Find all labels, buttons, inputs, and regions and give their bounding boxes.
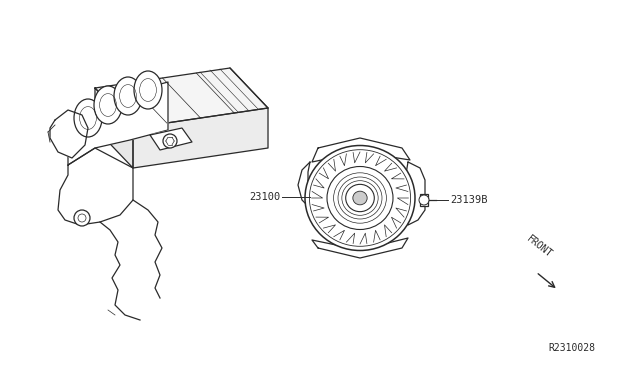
Circle shape	[419, 195, 429, 205]
Polygon shape	[58, 148, 133, 225]
Ellipse shape	[94, 86, 122, 124]
Polygon shape	[150, 128, 192, 150]
Circle shape	[163, 134, 177, 148]
Text: 23139B: 23139B	[450, 195, 488, 205]
Circle shape	[74, 210, 90, 226]
Ellipse shape	[74, 99, 102, 137]
Text: 23100: 23100	[249, 192, 280, 202]
Ellipse shape	[114, 77, 142, 115]
Polygon shape	[50, 110, 88, 158]
Polygon shape	[312, 238, 408, 258]
Ellipse shape	[327, 167, 393, 230]
Polygon shape	[95, 68, 268, 128]
Polygon shape	[95, 88, 133, 168]
Text: R2310028: R2310028	[548, 343, 595, 353]
Polygon shape	[298, 162, 318, 208]
Bar	[420, 194, 428, 206]
Ellipse shape	[134, 71, 162, 109]
Polygon shape	[68, 82, 168, 165]
Ellipse shape	[353, 191, 367, 205]
Ellipse shape	[305, 145, 415, 250]
Polygon shape	[405, 162, 425, 225]
Polygon shape	[312, 138, 410, 162]
Ellipse shape	[346, 185, 374, 212]
Polygon shape	[133, 108, 268, 168]
Text: FRONT: FRONT	[525, 234, 554, 260]
